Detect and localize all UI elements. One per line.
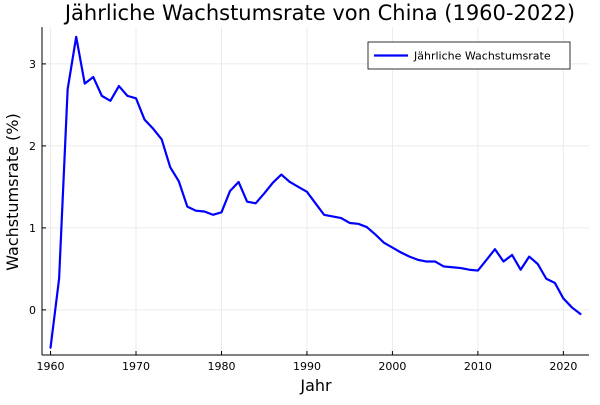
x-tick-label: 2020: [549, 360, 577, 373]
x-tick-label: 1980: [207, 360, 235, 373]
x-tick-label: 2010: [464, 360, 492, 373]
y-tick-label: 3: [29, 58, 36, 71]
x-tick-label: 1990: [293, 360, 321, 373]
series-layer: [49, 35, 582, 349]
y-tick-label: 1: [29, 222, 36, 235]
y-tick-label: 2: [29, 140, 36, 153]
chart-title: Jährliche Wachstumsrate von China (1960-…: [63, 1, 575, 25]
axes: 1960 1970 1980 1990 2000 2010 2020 0 1 2 3: [29, 27, 589, 373]
legend-box: [367, 41, 571, 70]
x-tick-label: 2000: [378, 360, 406, 373]
series-line: [49, 35, 582, 349]
x-tick-label: 1970: [122, 360, 150, 373]
y-axis-label: Wachstumsrate (%): [3, 113, 22, 270]
x-axis-label: Jahr: [299, 376, 332, 395]
x-tick-label: 1960: [37, 360, 65, 373]
y-tick-label: 0: [29, 304, 36, 317]
legend: Jährliche Wachstumsrate: [367, 41, 571, 70]
legend-label: Jährliche Wachstumsrate: [413, 50, 551, 63]
